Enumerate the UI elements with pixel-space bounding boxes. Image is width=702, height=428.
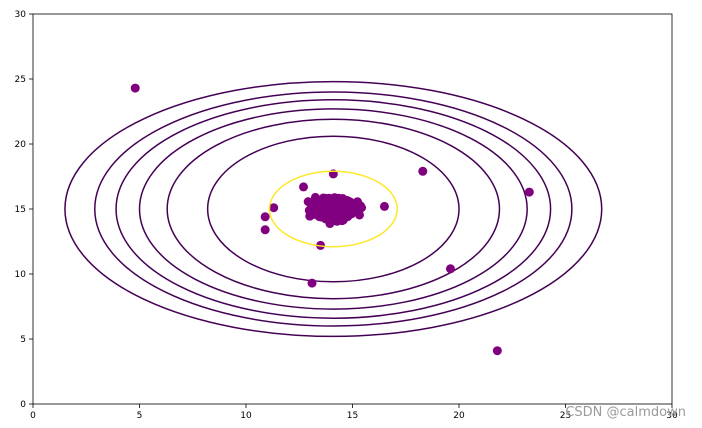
cluster-point xyxy=(312,206,322,216)
contour-lines xyxy=(64,80,603,338)
outlier-point xyxy=(307,278,317,288)
x-tick-label: 10 xyxy=(240,411,252,421)
y-tick-label: 20 xyxy=(15,140,27,150)
x-tick-label: 15 xyxy=(347,411,358,421)
outlier-point xyxy=(299,182,309,192)
y-tick-label: 5 xyxy=(20,335,26,345)
contour-line-5 xyxy=(94,91,573,327)
x-tick-label: 30 xyxy=(666,411,678,421)
contour-line-1 xyxy=(206,135,460,283)
cluster-point xyxy=(333,203,343,213)
outlier-point xyxy=(260,225,270,235)
threshold-contour xyxy=(268,170,398,248)
y-tick-label: 10 xyxy=(15,270,27,280)
cluster-point xyxy=(345,205,355,215)
cluster-point xyxy=(305,211,315,221)
y-axis: 0 5 10 15 20 25 30 xyxy=(15,10,33,410)
data-points xyxy=(130,83,534,356)
cluster-point xyxy=(310,192,320,202)
x-axis: 0 5 10 15 20 25 30 xyxy=(30,404,678,421)
y-tick-label: 25 xyxy=(15,75,26,85)
outlier-point xyxy=(269,203,279,213)
x-tick-label: 5 xyxy=(137,411,143,421)
outlier-point xyxy=(524,187,534,197)
y-tick-label: 15 xyxy=(15,205,26,215)
outlier-point xyxy=(492,346,502,356)
x-tick-label: 0 xyxy=(30,411,36,421)
contour-line-3 xyxy=(138,108,528,310)
watermark: CSDN @calmdown xyxy=(565,405,686,420)
x-tick-label: 25 xyxy=(560,411,571,421)
outlier-point xyxy=(260,212,270,222)
outlier-point xyxy=(445,264,455,274)
y-tick-label: 0 xyxy=(20,400,26,410)
contour-line-4 xyxy=(115,99,552,319)
cluster-point xyxy=(325,208,335,218)
outlier-point xyxy=(130,83,140,93)
y-tick-label: 30 xyxy=(15,10,27,20)
outlier-point xyxy=(379,201,389,211)
cluster-point xyxy=(324,193,334,203)
contour-line-2 xyxy=(166,118,501,300)
x-tick-label: 20 xyxy=(453,411,465,421)
contour-line-6 xyxy=(64,80,603,338)
outlier-point xyxy=(418,166,428,176)
